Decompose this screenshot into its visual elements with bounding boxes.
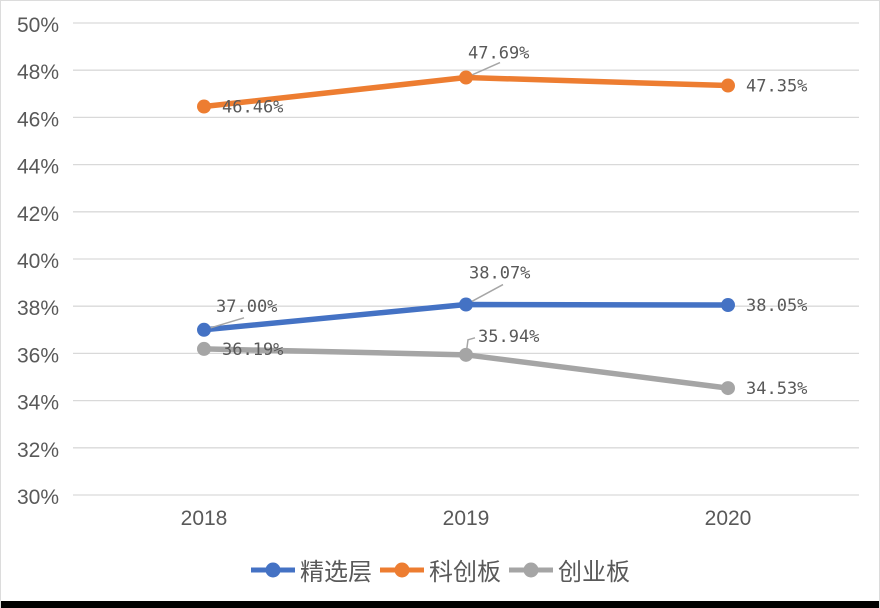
data-point-1 [459,70,473,85]
data-label: 36.19% [222,340,283,360]
data-point-2 [459,347,473,362]
data-point-0 [721,298,735,313]
y-axis-tick-label: 42% [17,203,59,226]
legend-label: 创业板 [558,559,630,586]
data-point-2 [721,381,735,396]
data-label: 37.00% [216,297,277,317]
data-label: 47.69% [468,44,529,64]
y-axis-tick-label: 48% [17,61,59,84]
data-label: 34.53% [746,379,807,399]
data-point-1 [721,78,735,93]
data-label: 46.46% [222,98,283,118]
chart-legend: 精选层 科创板 创业板 [1,552,879,587]
line-chart: 50% 48% 46% 44% 42% 40% 38% 36% 34% 32% 30% 2018 201… [17,14,859,530]
window-bottom-edge [1,601,879,608]
data-label: 38.05% [746,296,807,316]
label-leader-line [465,283,504,306]
y-axis-tick-label: 38% [17,297,59,320]
data-point-0 [197,322,211,337]
legend-label: 精选层 [300,559,372,586]
legend-line-dot-icon [380,562,424,577]
data-point-0 [459,297,473,312]
legend-item-jingxuanceng: 精选层 [250,552,372,587]
y-axis-tick-label: 50% [17,14,59,37]
legend-item-chuangyeban: 创业板 [508,552,630,587]
x-axis-tick-label: 2020 [705,507,752,530]
y-axis-tick-label: 44% [17,156,59,179]
x-axis-tick-label: 2019 [443,507,490,530]
data-point-2 [197,341,211,356]
data-point-1 [197,99,211,114]
y-axis-tick-label: 34% [17,392,59,415]
data-label: 35.94% [478,327,539,347]
y-axis-tick-label: 36% [17,344,59,367]
y-axis-tick-label: 30% [17,486,59,509]
x-axis-tick-label: 2018 [181,507,228,530]
legend-label: 科创板 [429,559,501,586]
data-label: 38.07% [469,264,530,284]
legend-line-dot-icon [251,562,295,577]
y-axis-tick-label: 46% [17,108,59,131]
data-label: 47.35% [746,77,807,97]
y-axis-tick-label: 32% [17,439,59,462]
legend-item-kechuangban: 科创板 [379,552,501,587]
legend-line-dot-icon [509,562,553,577]
y-axis-tick-label: 40% [17,250,59,273]
